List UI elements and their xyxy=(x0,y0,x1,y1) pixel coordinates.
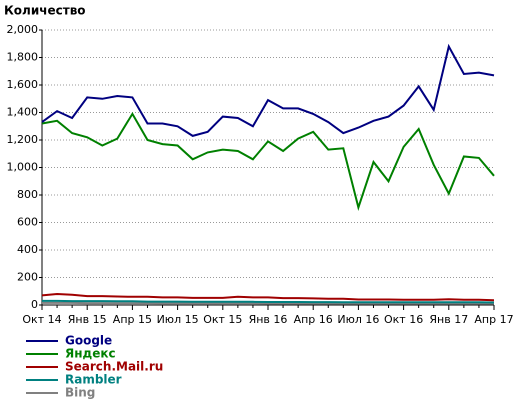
y-tick-label: 2,000 xyxy=(7,23,39,36)
x-tick-label: Окт 15 xyxy=(203,313,242,326)
y-tick-label: 200 xyxy=(17,271,38,284)
y-tick-label: 1,800 xyxy=(7,51,39,64)
y-tick-label: 1,200 xyxy=(7,133,39,146)
y-tick-label: 400 xyxy=(17,243,38,256)
series-line xyxy=(41,292,495,302)
x-tick-label: Янв 15 xyxy=(68,313,107,326)
series-line xyxy=(41,111,495,211)
x-tick-label: Апр 17 xyxy=(474,313,513,326)
y-tick-label: 800 xyxy=(17,188,38,201)
legend-label: Bing xyxy=(65,386,95,400)
legend-label: Rambler xyxy=(65,373,122,387)
y-tick-label: 1,000 xyxy=(7,161,39,174)
x-tick-label: Июл 16 xyxy=(337,313,379,326)
x-tick-label: Янв 16 xyxy=(249,313,288,326)
x-tick-label: Июл 15 xyxy=(157,313,199,326)
x-tick-label: Апр 15 xyxy=(113,313,152,326)
chart-title: Количество xyxy=(4,4,86,18)
y-tick-label: 600 xyxy=(17,216,38,229)
y-tick-label: 0 xyxy=(31,298,38,311)
x-tick-label: Янв 17 xyxy=(429,313,468,326)
series-line xyxy=(42,301,494,305)
series-line xyxy=(41,43,495,137)
x-tick-label: Апр 16 xyxy=(294,313,333,326)
legend-label: Яндекс xyxy=(65,347,116,361)
x-tick-label: Окт 14 xyxy=(22,313,61,326)
y-tick-label: 1,400 xyxy=(7,106,39,119)
legend-label: Google xyxy=(65,334,112,348)
series-line xyxy=(42,299,495,304)
legend-label: Search.Mail.ru xyxy=(65,360,163,374)
y-tick-label: 1,600 xyxy=(7,78,39,91)
x-tick-label: Окт 16 xyxy=(384,313,423,326)
